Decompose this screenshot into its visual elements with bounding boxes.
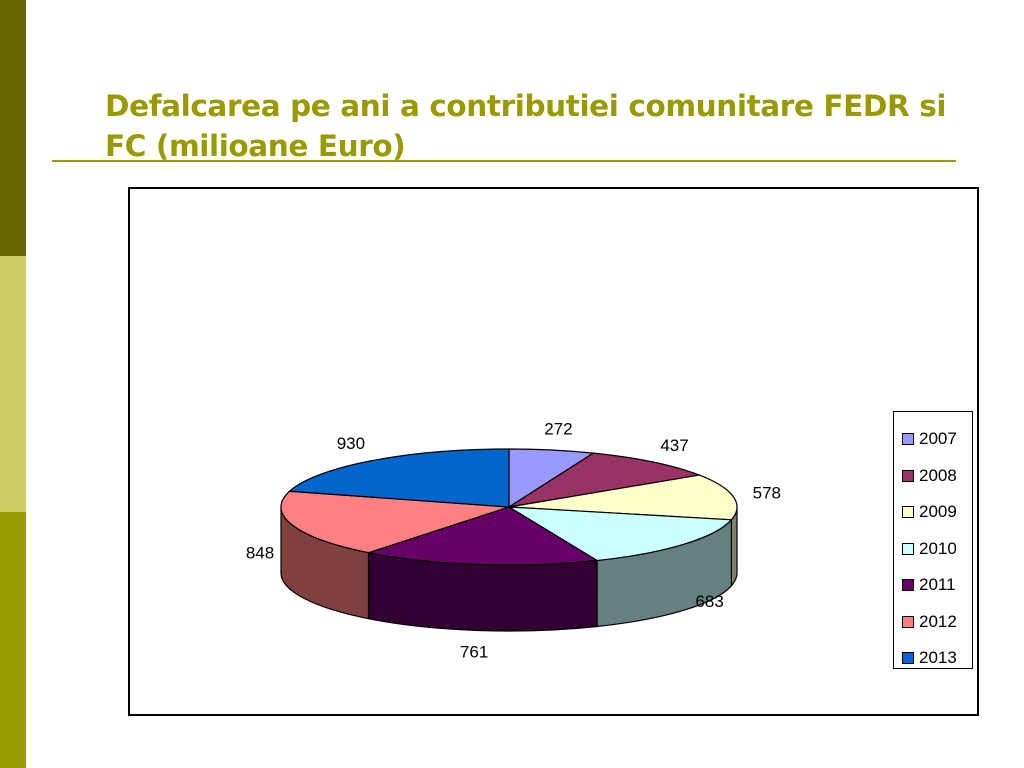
legend-swatch — [902, 469, 914, 482]
pie-sides — [280, 506, 738, 632]
pie-slice-2012 — [280, 490, 510, 554]
legend-swatch — [902, 652, 914, 665]
legend-item-2011: 2011 — [902, 567, 972, 604]
slide-title: Defalcarea pe ani a contributiei comunit… — [105, 89, 947, 163]
pie-data-label-2007: 272 — [544, 419, 572, 438]
pie-slice-2008 — [508, 452, 702, 508]
side-accent-bar-bottom — [0, 512, 26, 768]
legend-swatch — [902, 615, 914, 628]
pie-data-label-2011: 761 — [460, 643, 488, 662]
pie-data-labels: 272 437 578 683 761 848 930 — [246, 419, 781, 661]
legend-label: 2010 — [919, 538, 957, 558]
pie-tops — [280, 448, 738, 566]
legend-item-2013: 2013 — [902, 640, 972, 677]
side-accent-bar-top — [0, 0, 26, 256]
legend-label: 2011 — [919, 575, 956, 595]
legend-item-2012: 2012 — [902, 604, 972, 641]
legend-swatch — [902, 506, 914, 519]
chart-legend: 2007 2008 2009 2010 2011 2012 2013 — [893, 411, 973, 669]
pie-data-label-2012: 848 — [246, 543, 274, 562]
legend-swatch — [902, 433, 914, 446]
side-accent-bar-middle — [0, 256, 26, 512]
title-underline — [52, 160, 956, 162]
legend-item-2007: 2007 — [902, 421, 972, 458]
legend-label: 2012 — [919, 611, 957, 631]
legend-label: 2013 — [919, 648, 957, 668]
pie-data-label-2010: 683 — [695, 592, 723, 611]
legend-item-2009: 2009 — [902, 494, 972, 531]
pie-slice-2009 — [508, 474, 738, 521]
pie-data-label-2008: 437 — [660, 436, 688, 455]
pie-data-label-2009: 578 — [753, 484, 781, 503]
legend-label: 2008 — [919, 465, 957, 485]
legend-swatch — [902, 579, 914, 592]
legend-label: 2009 — [919, 502, 957, 522]
pie-data-label-2013: 930 — [337, 434, 365, 453]
pie-slice-2011 — [366, 506, 599, 566]
legend-item-2008: 2008 — [902, 458, 972, 495]
legend-item-2010: 2010 — [902, 531, 972, 568]
pie-slice-2013 — [288, 448, 510, 508]
legend-label: 2007 — [919, 429, 957, 449]
pie-slice-2010 — [508, 506, 733, 562]
legend-swatch — [902, 542, 914, 555]
